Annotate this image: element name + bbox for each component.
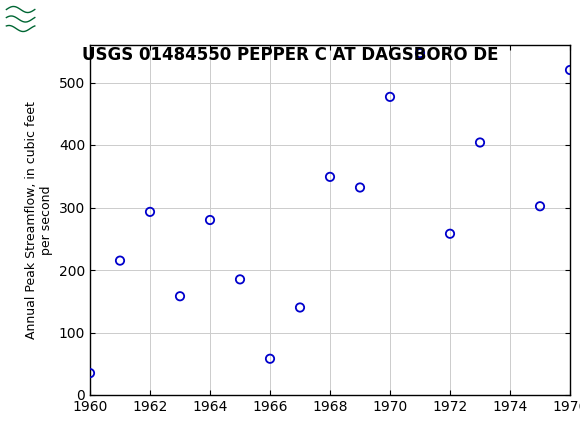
- Point: [356, 184, 365, 191]
- Point: [476, 139, 485, 146]
- Point: [205, 217, 215, 224]
- Point: [535, 203, 545, 210]
- Y-axis label: Annual Peak Streamflow, in cubic feet
per second: Annual Peak Streamflow, in cubic feet pe…: [25, 101, 53, 339]
- Point: [146, 209, 155, 215]
- Point: [325, 173, 335, 180]
- Point: [266, 355, 275, 362]
- Point: [175, 293, 184, 300]
- Point: [115, 257, 125, 264]
- Text: USGS: USGS: [42, 9, 106, 29]
- Point: [415, 50, 425, 57]
- Text: USGS 01484550 PEPPER C AT DAGSBORO DE: USGS 01484550 PEPPER C AT DAGSBORO DE: [82, 46, 498, 64]
- Point: [235, 276, 245, 283]
- Bar: [5, 3, 37, 35]
- Point: [566, 67, 575, 74]
- Point: [85, 370, 95, 377]
- Point: [295, 304, 305, 311]
- Point: [385, 93, 394, 100]
- Point: [445, 230, 455, 237]
